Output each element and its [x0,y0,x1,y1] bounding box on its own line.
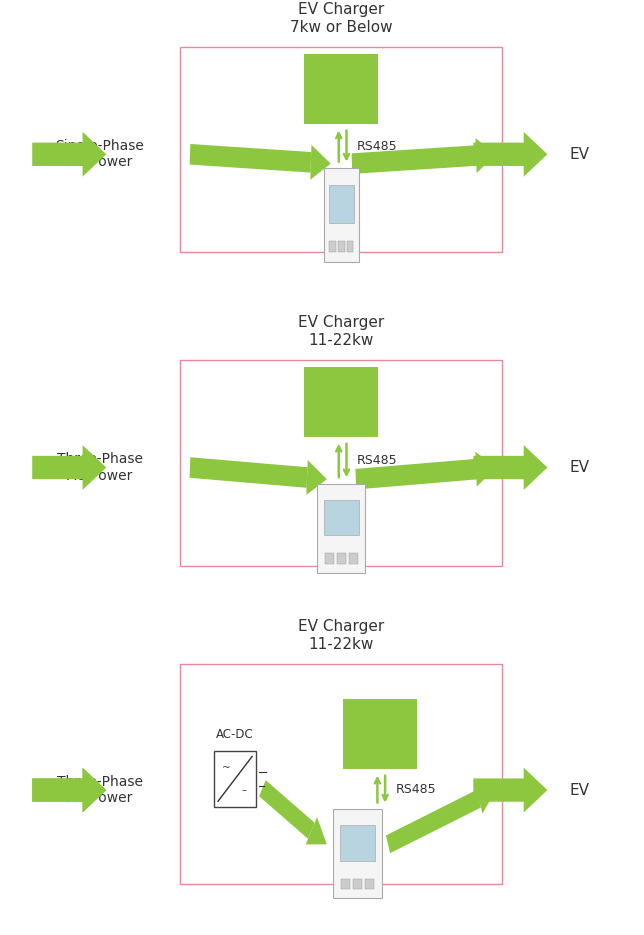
Polygon shape [32,768,106,813]
Text: –: – [242,785,247,795]
Polygon shape [189,457,307,488]
Text: AC-DC: AC-DC [216,728,254,741]
Polygon shape [473,445,547,490]
Polygon shape [306,817,327,844]
Text: RS485: RS485 [357,454,397,467]
Polygon shape [307,460,327,495]
FancyBboxPatch shape [325,554,334,564]
Polygon shape [352,145,477,174]
FancyBboxPatch shape [340,826,375,861]
Polygon shape [475,452,496,486]
Text: EV Charger
7kw or Below: EV Charger 7kw or Below [290,2,393,35]
FancyBboxPatch shape [324,500,359,536]
FancyBboxPatch shape [343,699,417,769]
Text: EV: EV [569,460,590,475]
Text: RS485: RS485 [395,783,436,796]
Text: ~: ~ [222,763,230,772]
FancyBboxPatch shape [304,367,379,437]
Text: Three-Phase
AC Power: Three-Phase AC Power [57,453,143,482]
FancyBboxPatch shape [338,241,345,252]
Polygon shape [475,784,496,813]
Text: Charger
Controller: Charger Controller [351,720,409,748]
FancyBboxPatch shape [329,241,336,252]
FancyBboxPatch shape [304,53,379,123]
Polygon shape [386,790,481,853]
Text: EV: EV [569,783,590,798]
Text: Charger
Controller: Charger Controller [312,388,370,416]
Text: EV: EV [569,147,590,162]
FancyBboxPatch shape [214,751,256,807]
FancyBboxPatch shape [341,879,350,889]
Text: EV Charger
11-22kw: EV Charger 11-22kw [298,315,384,348]
Polygon shape [475,138,496,173]
FancyBboxPatch shape [328,185,354,223]
Text: EV Charger
11-22kw: EV Charger 11-22kw [298,619,384,652]
Polygon shape [189,144,311,173]
FancyBboxPatch shape [349,554,358,564]
Text: Charger
Controller: Charger Controller [312,75,370,103]
Polygon shape [32,445,106,490]
FancyBboxPatch shape [323,168,359,262]
Text: RS485: RS485 [357,139,397,152]
FancyBboxPatch shape [347,241,354,252]
Text: Single-Phase
AC Power: Single-Phase AC Power [55,139,144,169]
Polygon shape [32,132,106,177]
Polygon shape [473,132,547,177]
FancyBboxPatch shape [353,879,362,889]
Polygon shape [310,145,331,180]
Polygon shape [32,768,106,813]
Text: Three-Phase
AC Power: Three-Phase AC Power [57,775,143,805]
FancyBboxPatch shape [334,809,381,898]
Polygon shape [259,780,315,839]
FancyBboxPatch shape [365,879,374,889]
FancyBboxPatch shape [337,554,346,564]
Polygon shape [473,768,547,813]
Polygon shape [355,459,477,489]
FancyBboxPatch shape [317,484,366,572]
